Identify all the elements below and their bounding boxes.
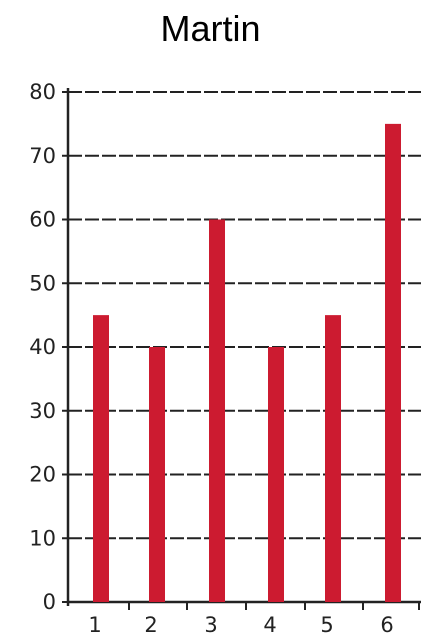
bar-6 xyxy=(385,123,401,602)
y-tick-label-20: 20 xyxy=(29,463,56,487)
x-tick-label-3: 3 xyxy=(204,613,217,637)
y-tick-label-50: 50 xyxy=(29,271,56,295)
x-tick-label-6: 6 xyxy=(380,613,393,637)
y-tick-label-70: 70 xyxy=(29,144,56,168)
chart-title: Martin xyxy=(160,8,261,49)
y-tick-label-60: 60 xyxy=(29,208,56,232)
bar-1 xyxy=(93,315,109,602)
y-tick-label-80: 80 xyxy=(29,80,56,104)
y-tick-label-0: 0 xyxy=(43,590,56,614)
bar-5 xyxy=(325,315,341,602)
bar-2 xyxy=(149,347,165,602)
y-tick-label-10: 10 xyxy=(29,526,56,550)
x-tick-label-2: 2 xyxy=(144,613,157,637)
y-tick-label-30: 30 xyxy=(29,399,56,423)
y-tick-label-40: 40 xyxy=(29,335,56,359)
x-tick-label-4: 4 xyxy=(263,613,276,637)
x-tick-label-1: 1 xyxy=(88,613,101,637)
bar-4 xyxy=(268,347,284,602)
bar-3 xyxy=(209,219,225,602)
x-tick-label-5: 5 xyxy=(320,613,333,637)
